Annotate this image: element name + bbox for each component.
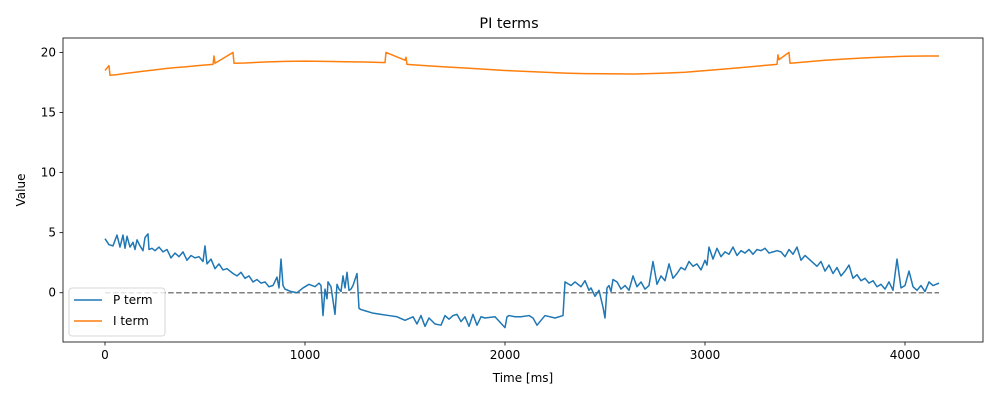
y-tick-label: 10 [41, 166, 56, 180]
axes-frame [62, 37, 984, 343]
y-tick-label: 20 [41, 45, 56, 59]
series-layer [104, 51, 940, 329]
x-tick-label: 3000 [690, 348, 721, 362]
legend-label-i-term: I term [113, 314, 149, 328]
x-tick-label: 0 [101, 348, 109, 362]
x-axis-label: Time [ms] [492, 371, 554, 385]
y-tick-label: 5 [48, 226, 56, 240]
x-tick-label: 2000 [490, 348, 521, 362]
y-axis-label: Value [14, 174, 28, 207]
series-line-p-term [104, 233, 940, 329]
x-tick-label: 4000 [890, 348, 921, 362]
legend: P term I term [68, 287, 166, 337]
chart-title: PI terms [479, 16, 538, 32]
legend-label-p-term: P term [113, 293, 153, 307]
y-tick-label: 0 [48, 286, 56, 300]
series-line-i-term [104, 51, 939, 76]
y-tick-label: 15 [41, 105, 56, 119]
ticks-layer: 0 1000 2000 3000 4000 0 5 10 15 20 [41, 45, 921, 362]
x-tick-label: 1000 [290, 348, 321, 362]
